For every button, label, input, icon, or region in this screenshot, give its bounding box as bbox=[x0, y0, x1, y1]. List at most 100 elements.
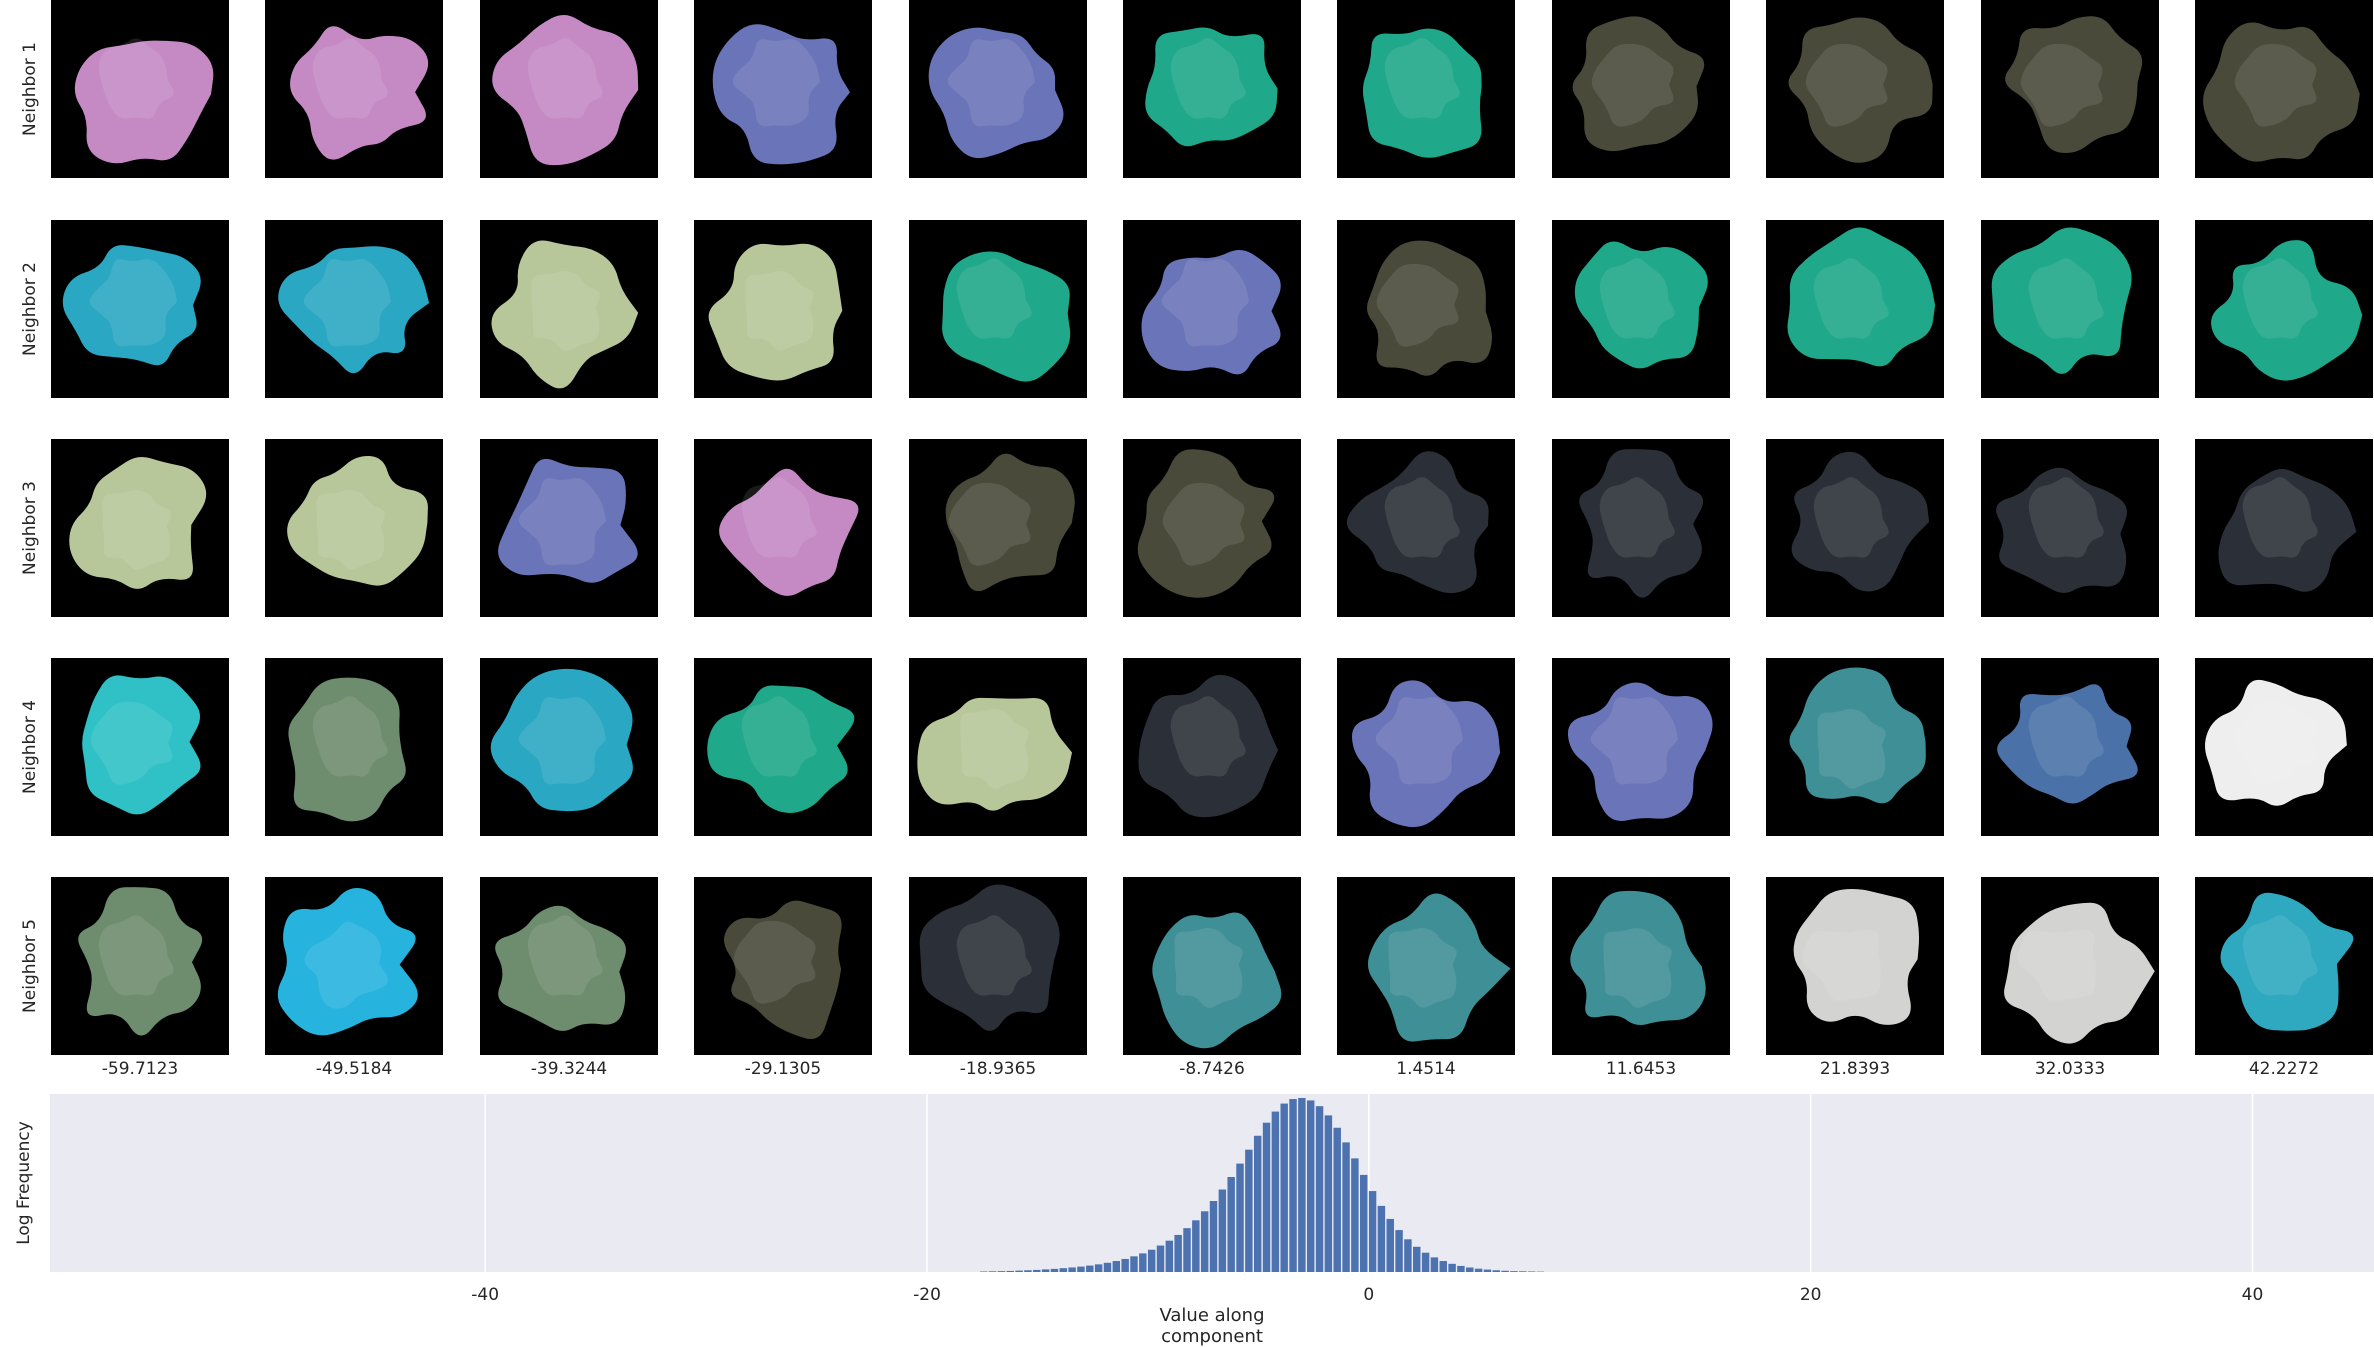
histogram-bar bbox=[1334, 1128, 1341, 1272]
histogram-bar bbox=[1130, 1256, 1137, 1272]
segment-thumbnail bbox=[1981, 220, 2159, 398]
histogram-bar bbox=[1440, 1261, 1447, 1272]
segment-thumbnail bbox=[265, 0, 443, 178]
histogram-bar bbox=[1042, 1269, 1049, 1272]
segment-thumbnail bbox=[1552, 439, 1730, 617]
histogram-bar bbox=[1210, 1201, 1217, 1272]
histogram-bar bbox=[1095, 1264, 1102, 1272]
histogram-bar bbox=[1466, 1267, 1473, 1272]
histogram-bar bbox=[1236, 1164, 1243, 1272]
histogram-bar bbox=[1015, 1271, 1022, 1272]
histogram-bar bbox=[1007, 1271, 1014, 1272]
column-value-label: -59.7123 bbox=[51, 1059, 229, 1079]
segment-thumbnail bbox=[1337, 220, 1515, 398]
segment-thumbnail bbox=[51, 877, 229, 1055]
histogram-bar bbox=[1060, 1268, 1067, 1272]
histogram-bar bbox=[1139, 1253, 1146, 1272]
segment-thumbnail bbox=[480, 439, 658, 617]
histogram-bar bbox=[1245, 1150, 1252, 1272]
segment-thumbnail bbox=[51, 220, 229, 398]
segment-thumbnail bbox=[1123, 877, 1301, 1055]
segment-thumbnail bbox=[694, 0, 872, 178]
histogram-bar bbox=[1183, 1228, 1190, 1272]
segment-thumbnail bbox=[909, 439, 1087, 617]
segment-thumbnail bbox=[1766, 0, 1944, 178]
histogram-bar bbox=[1033, 1270, 1040, 1272]
histogram-bar bbox=[1484, 1270, 1491, 1272]
segment-thumbnail bbox=[909, 0, 1087, 178]
histogram-bar bbox=[1395, 1230, 1402, 1272]
histogram-bar bbox=[1360, 1175, 1367, 1272]
segment-thumbnail bbox=[909, 877, 1087, 1055]
x-tick-label: -40 bbox=[445, 1285, 525, 1305]
column-value-label: 32.0333 bbox=[1981, 1059, 2159, 1079]
segment-thumbnail bbox=[694, 877, 872, 1055]
row-label: Neighbor 1 bbox=[12, 0, 48, 178]
segment-thumbnail bbox=[909, 220, 1087, 398]
row-label: Neighbor 4 bbox=[12, 658, 48, 836]
segment-thumbnail bbox=[265, 877, 443, 1055]
histogram-bar bbox=[1448, 1264, 1455, 1272]
histogram-plot bbox=[50, 1094, 2374, 1272]
histogram-bar bbox=[1280, 1104, 1287, 1272]
segment-thumbnail bbox=[1766, 658, 1944, 836]
column-value-label: -39.3244 bbox=[480, 1059, 658, 1079]
histogram-bar bbox=[1051, 1269, 1058, 1272]
histogram-bar bbox=[1254, 1136, 1261, 1272]
histogram-bar bbox=[1519, 1271, 1526, 1272]
histogram-bar bbox=[1289, 1099, 1296, 1272]
segment-thumbnail bbox=[1981, 439, 2159, 617]
histogram-bar bbox=[1272, 1112, 1279, 1272]
column-value-label: 42.2272 bbox=[2195, 1059, 2373, 1079]
segment-thumbnail bbox=[480, 0, 658, 178]
segment-thumbnail bbox=[1123, 439, 1301, 617]
histogram-bar bbox=[980, 1271, 987, 1272]
x-tick-label: 20 bbox=[1771, 1285, 1851, 1305]
row-label-text: Neighbor 4 bbox=[20, 700, 40, 794]
segment-thumbnail bbox=[1766, 439, 1944, 617]
segment-thumbnail bbox=[909, 658, 1087, 836]
segment-thumbnail bbox=[694, 439, 872, 617]
histogram-svg bbox=[50, 1094, 2374, 1272]
segment-thumbnail bbox=[265, 220, 443, 398]
row-label-text: Neighbor 3 bbox=[20, 481, 40, 575]
row-label: Neighbor 3 bbox=[12, 439, 48, 617]
histogram-bar bbox=[1510, 1271, 1517, 1272]
x-tick-label: 0 bbox=[1329, 1285, 1409, 1305]
segment-thumbnail bbox=[694, 220, 872, 398]
histogram-bar bbox=[1113, 1261, 1120, 1272]
segment-thumbnail bbox=[480, 877, 658, 1055]
histogram-bar bbox=[1121, 1259, 1128, 1272]
segment-thumbnail bbox=[2195, 220, 2373, 398]
histogram-bar bbox=[998, 1271, 1005, 1272]
segment-thumbnail bbox=[2195, 658, 2373, 836]
histogram-bar bbox=[1413, 1247, 1420, 1272]
x-axis-label: Value along component bbox=[1112, 1305, 1312, 1347]
column-value-label: 11.6453 bbox=[1552, 1059, 1730, 1079]
column-value-label: -29.1305 bbox=[694, 1059, 872, 1079]
segment-thumbnail bbox=[1123, 220, 1301, 398]
column-value-label: 21.8393 bbox=[1766, 1059, 1944, 1079]
x-tick-label: 40 bbox=[2212, 1285, 2292, 1305]
histogram-bar bbox=[1086, 1266, 1093, 1272]
histogram-bar bbox=[1457, 1266, 1464, 1272]
segment-thumbnail bbox=[1123, 0, 1301, 178]
histogram-bar bbox=[1077, 1267, 1084, 1272]
segment-thumbnail bbox=[1981, 877, 2159, 1055]
histogram-bar bbox=[1157, 1246, 1164, 1272]
histogram-bar bbox=[1263, 1123, 1270, 1272]
histogram-bar bbox=[1068, 1267, 1075, 1272]
segment-thumbnail bbox=[51, 0, 229, 178]
y-axis-label-text: Log Frequency bbox=[14, 1121, 34, 1245]
histogram-bar bbox=[1431, 1257, 1438, 1272]
segment-thumbnail bbox=[1337, 658, 1515, 836]
row-label: Neighbor 2 bbox=[12, 220, 48, 398]
column-value-label: 1.4514 bbox=[1337, 1059, 1515, 1079]
histogram-bar bbox=[1307, 1100, 1314, 1272]
histogram-bar bbox=[1422, 1253, 1429, 1272]
histogram-bar bbox=[1192, 1220, 1199, 1272]
histogram-bar bbox=[1325, 1115, 1332, 1272]
histogram-bar bbox=[1024, 1270, 1031, 1272]
x-tick-label: -20 bbox=[887, 1285, 967, 1305]
column-value-label: -18.9365 bbox=[909, 1059, 1087, 1079]
